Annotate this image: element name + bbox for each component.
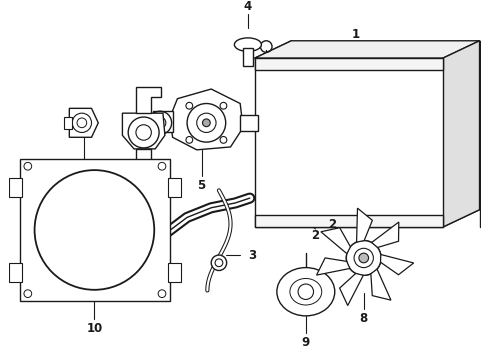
- Bar: [153, 111, 172, 132]
- Polygon shape: [170, 89, 243, 150]
- Text: 8: 8: [360, 312, 368, 325]
- Polygon shape: [136, 87, 161, 113]
- Circle shape: [220, 136, 227, 143]
- Bar: [136, 149, 151, 161]
- Bar: [255, 216, 443, 227]
- Circle shape: [346, 240, 381, 275]
- Polygon shape: [443, 41, 480, 227]
- Text: 1: 1: [352, 28, 360, 41]
- Ellipse shape: [234, 38, 261, 51]
- Circle shape: [488, 56, 490, 60]
- Circle shape: [359, 253, 368, 263]
- Bar: [8, 263, 22, 282]
- Bar: [255, 58, 443, 70]
- Bar: [20, 158, 170, 301]
- Circle shape: [488, 123, 490, 127]
- Circle shape: [202, 119, 210, 127]
- Circle shape: [359, 253, 368, 263]
- Bar: [65, 117, 72, 129]
- Polygon shape: [69, 108, 98, 137]
- Polygon shape: [357, 208, 372, 242]
- Text: 10: 10: [86, 322, 102, 335]
- Bar: [168, 263, 181, 282]
- Text: 5: 5: [197, 179, 206, 192]
- Text: 2: 2: [312, 229, 319, 242]
- Bar: [240, 115, 258, 131]
- Bar: [243, 49, 253, 66]
- Text: 9: 9: [302, 336, 310, 350]
- Circle shape: [346, 240, 381, 275]
- Polygon shape: [317, 258, 350, 275]
- Bar: [168, 178, 181, 197]
- Circle shape: [186, 102, 193, 109]
- Text: 2: 2: [328, 218, 336, 231]
- Circle shape: [488, 198, 490, 202]
- Text: 4: 4: [244, 0, 252, 13]
- Circle shape: [211, 255, 227, 270]
- Circle shape: [186, 136, 193, 143]
- Circle shape: [354, 248, 373, 267]
- Text: 6: 6: [80, 172, 88, 185]
- Circle shape: [298, 284, 314, 300]
- Circle shape: [220, 102, 227, 109]
- Polygon shape: [321, 228, 350, 254]
- Bar: [255, 58, 443, 227]
- Ellipse shape: [277, 267, 335, 316]
- Polygon shape: [371, 222, 399, 247]
- Polygon shape: [340, 273, 363, 306]
- Polygon shape: [371, 269, 391, 300]
- Text: 3: 3: [247, 248, 256, 262]
- Polygon shape: [122, 113, 165, 149]
- Bar: [8, 178, 22, 197]
- Bar: [480, 41, 490, 227]
- Text: 7: 7: [140, 184, 147, 197]
- Circle shape: [354, 248, 373, 267]
- Polygon shape: [381, 255, 414, 275]
- Polygon shape: [255, 41, 480, 58]
